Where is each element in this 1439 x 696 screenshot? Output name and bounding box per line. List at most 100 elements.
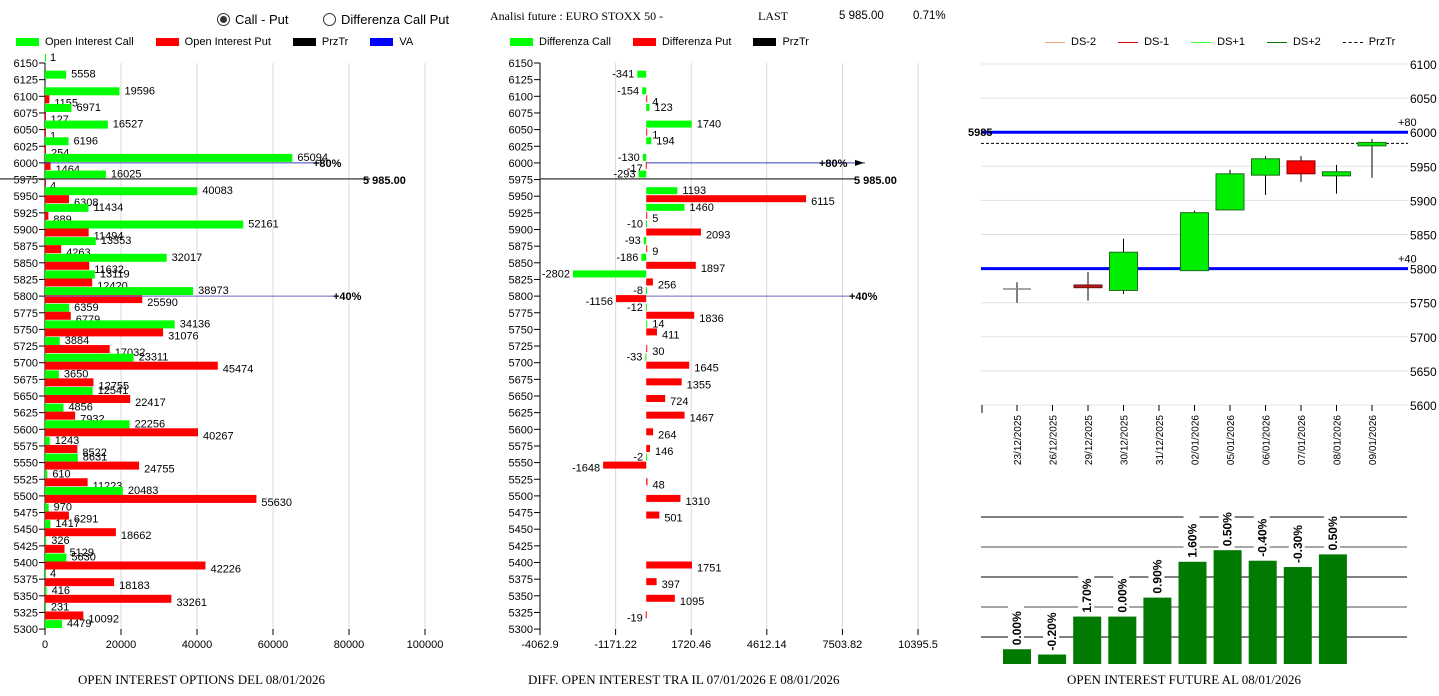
y-tick-label: 5450 — [509, 524, 533, 536]
y-tick-label: 6025 — [14, 141, 38, 153]
put-bar-label: 12755 — [98, 380, 129, 392]
legend-item-ds-2: DS-2 — [1045, 36, 1096, 48]
put-bar — [45, 511, 69, 520]
y-tick-label: 6025 — [509, 141, 533, 153]
y-tick-label: 5900 — [14, 225, 38, 237]
diff-put-label: 1 — [652, 130, 658, 142]
oi-future-bar — [1108, 616, 1137, 664]
y-tick-label: 5975 — [509, 175, 533, 187]
diff-put-bar — [646, 328, 657, 336]
y-tick-label: 5850 — [14, 258, 38, 270]
candle-body — [1286, 160, 1316, 175]
call-bar — [45, 370, 59, 379]
put-bar-label: 22417 — [135, 397, 166, 409]
radio-call-put[interactable]: Call - Put — [217, 12, 288, 27]
open-interest-chart: 0 20000 40000 60000 80000 100000 6150 1 6125 5558… — [0, 52, 443, 651]
put-bar — [45, 228, 89, 237]
call-bar-label: 231 — [51, 601, 69, 613]
legend-line-ds+2 — [1266, 41, 1287, 43]
y-tick-label: 5375 — [14, 574, 38, 586]
diff-put-bar — [646, 478, 648, 486]
diff-put-label: 4 — [652, 96, 658, 108]
radio-call-put-label: Call - Put — [235, 12, 289, 27]
x-tick-label: 23/12/2025 — [1013, 415, 1024, 465]
diff-call-label: -2802 — [542, 268, 570, 280]
diff-call-label: -10 — [627, 219, 643, 231]
x-tick-label: 07/01/2026 — [1297, 415, 1308, 465]
oi-future-bar — [1038, 654, 1067, 664]
call-bar-label: 4 — [50, 568, 56, 580]
call-bar — [45, 536, 47, 545]
last-label: LAST — [758, 9, 788, 23]
call-bar-label: 22256 — [135, 418, 166, 430]
diff-call-label: -2 — [633, 452, 643, 464]
y-tick-label: 6000 — [1410, 126, 1437, 140]
call-bar — [45, 420, 130, 429]
y-tick-label: 5475 — [14, 508, 38, 520]
y-tick-label: 5650 — [509, 391, 533, 403]
legend-item-put: Open Interest Put — [155, 36, 271, 48]
data-label-bg — [1043, 608, 1060, 653]
put-bar-label: 6291 — [74, 514, 98, 526]
y-tick-label: 5550 — [509, 458, 533, 470]
y-tick-label: 5525 — [509, 474, 533, 486]
call-bar — [45, 70, 67, 79]
y-tick-label: 5300 — [14, 624, 38, 636]
legend-item-diff-prztr: PrzTr — [753, 36, 809, 48]
diff-call-bar — [638, 170, 647, 178]
legend-label-ds-1: DS-1 — [1144, 36, 1170, 48]
y-tick-label: 5800 — [509, 291, 533, 303]
diff-call-label: -341 — [612, 69, 634, 81]
legend-label-va: VA — [399, 36, 414, 48]
diff-put-bar — [646, 428, 654, 436]
call-bar — [45, 270, 95, 279]
put-bar — [45, 128, 46, 137]
put-bar — [45, 428, 199, 437]
radio-differenza-label: Differenza Call Put — [341, 12, 450, 27]
mid-chart-title: DIFF. OPEN INTEREST TRA IL 07/01/2026 E … — [528, 672, 840, 687]
oi-future-bar-label: 1.70% — [1080, 578, 1094, 612]
call-bar-label: 11434 — [93, 202, 123, 214]
radio-differenza-call-put[interactable]: Differenza Call Put — [323, 12, 449, 27]
candle-body — [1215, 173, 1245, 211]
data-label-bg — [1148, 551, 1165, 596]
diff-put-bar — [646, 345, 648, 353]
oi-future-bar-label: 0.00% — [1010, 611, 1024, 645]
prztr-label: 5 985.00 — [854, 175, 897, 187]
call-bar — [45, 570, 46, 579]
diff-call-bar — [637, 70, 647, 78]
call-bar — [45, 287, 194, 296]
oi-future-bar — [1073, 616, 1102, 664]
future-chart-title: OPEN INTEREST FUTURE AL 08/01/2026 — [1067, 672, 1302, 687]
diff-put-bar — [646, 378, 682, 386]
put-bar-label: 55630 — [261, 497, 292, 509]
y-tick-label: 5350 — [14, 591, 38, 603]
y-tick-label: 5500 — [509, 491, 533, 503]
diff-call-label: -293 — [614, 169, 636, 181]
diff-put-bar — [603, 461, 647, 469]
last-change: 0.71% — [913, 10, 946, 22]
diff-put-bar — [646, 195, 807, 203]
y-tick-label: 5600 — [1410, 399, 1437, 413]
y-tick-label: 5850 — [509, 258, 533, 270]
put-bar — [45, 111, 46, 120]
diff-put-bar — [646, 578, 657, 586]
put-bar-label: 24755 — [144, 464, 175, 476]
prztr-price-label: 5985 — [968, 127, 992, 139]
call-bar-label: 326 — [51, 535, 69, 547]
legend-label-prztr: PrzTr — [321, 36, 349, 48]
prztr-label: 5 985.00 — [363, 175, 406, 187]
y-tick-label: 5425 — [509, 541, 533, 553]
call-bar-label: 6196 — [74, 135, 98, 147]
diff-put-bar — [646, 411, 685, 419]
call-bar-label: 6359 — [74, 302, 98, 314]
put-bar — [45, 444, 78, 453]
oi-future-bar — [1213, 550, 1242, 664]
y-tick-label: 5325 — [509, 607, 533, 619]
put-bar — [45, 278, 93, 287]
legend-candles: DS-2 DS-1 DS+1 DS+2 PrzTr — [1045, 36, 1417, 48]
oi-future-bar-label: -0.40% — [1256, 518, 1270, 556]
va-hline-label: +40 — [1398, 254, 1417, 266]
diff-call-bar — [646, 120, 692, 128]
y-tick-label: 5925 — [14, 208, 38, 220]
